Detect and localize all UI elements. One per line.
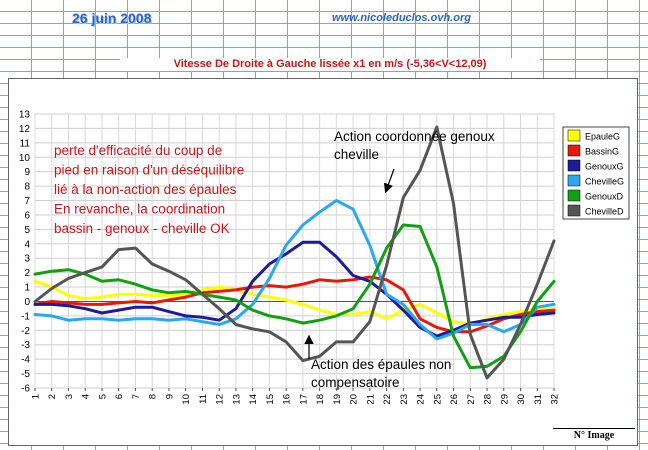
x-tick-label: 2 [47,394,58,399]
x-tick-label: 29 [499,394,510,405]
x-tick-label: 22 [382,394,393,405]
x-tick-label: 5 [97,394,108,399]
annotation-top-line: Action coordonnée genoux [334,129,495,144]
y-tick-label: -5 [21,369,30,380]
x-tick-label: 25 [432,394,443,405]
footer-image-label: N° Image [553,428,635,442]
annotation-top-line: cheville [334,147,379,162]
annotation-left-line: En revanche, la coordination [54,202,225,217]
y-tick-label: 11 [20,138,31,149]
x-tick-label: 7 [131,394,142,399]
y-tick-label: -1 [21,311,30,322]
y-tick-label: 3 [24,254,30,265]
y-tick-label: 4 [24,239,30,250]
x-tick-label: 8 [148,394,159,399]
legend-label-bassing: BassinG [585,147,619,157]
x-axis-ticks: 1 2 3 4 5 6 7 8 9 10 11 12 13 14 15 16 17 18 19 20 21 22 23 24 2… [31,388,561,405]
y-tick-label: 7 [24,196,30,207]
legend-label-chevilled: ChevilleD [585,207,624,217]
annotation-bottom-line: compensatoire [311,375,400,390]
x-tick-label: 21 [365,394,376,405]
x-tick-label: 31 [533,394,544,405]
annotations: perte d'efficacité du coup de pied en rai… [54,129,495,390]
x-tick-label: 3 [64,394,75,399]
x-tick-label: 24 [416,394,427,405]
x-tick-label: 13 [231,394,242,405]
x-tick-label: 15 [265,394,276,405]
y-tick-label: 10 [19,153,31,164]
x-tick-label: 16 [282,394,293,405]
legend: EpauleG BassinG GenouxG ChevilleG GenouxD Che… [562,126,630,220]
y-tick-label: -6 [21,384,30,395]
header-date: 26 juin 2008 [72,10,152,26]
x-tick-label: 26 [449,394,460,405]
header-site-url[interactable]: www.nicoleduclos.ovh.org [332,12,471,24]
y-tick-label: 13 [19,110,31,121]
x-tick-label: 11 [198,394,209,404]
annotation-left-line: pied en raison d'un déséquilibre [54,163,244,178]
y-tick-label: 6 [24,210,30,221]
y-tick-label: 0 [24,297,30,308]
annotation-top-arrow [383,168,395,194]
legend-swatch-chevilled [567,204,581,217]
legend-swatch-bassing [567,144,581,157]
series-lines [33,125,556,380]
y-tick-label: 12 [19,124,31,135]
x-tick-label: 14 [248,394,259,405]
y-tick-label: -3 [21,340,30,351]
y-tick-label: -4 [21,355,30,366]
annotation-bottom-line: Action des épaules non [311,357,451,372]
y-tick-label: -2 [21,326,30,337]
chart-title: Vitesse De Droite à Gauche lissée x1 en … [120,58,540,71]
x-tick-label: 23 [399,394,410,405]
y-tick-label: 2 [24,268,30,279]
legend-swatch-genouxg [567,159,581,172]
x-tick-label: 12 [215,394,226,405]
series-line-bassing [33,275,556,334]
y-tick-label: 1 [24,283,30,294]
legend-label-chevilleg: ChevilleG [585,177,624,187]
x-tick-label: 1 [31,394,42,399]
legend-swatch-genouxd [567,189,581,202]
legend-swatch-chevilleg [567,174,581,187]
annotation-left-line: perte d'efficacité du coup de [54,143,222,158]
x-tick-label: 27 [466,394,477,405]
x-tick-label: 4 [81,394,92,399]
series-line-genouxd [33,223,556,370]
x-tick-label: 32 [550,394,561,405]
y-tick-label: 8 [24,182,30,193]
annotation-left-line: lié à la non-action des épaules [54,182,237,197]
x-tick-label: 19 [332,394,343,405]
x-tick-label: 10 [181,394,192,405]
x-tick-label: 18 [315,394,326,405]
series-line-chevilleg [33,199,556,341]
x-tick-label: 28 [483,394,494,405]
x-tick-label: 30 [516,394,527,405]
plot-area [34,113,555,389]
y-tick-label: 5 [24,225,30,236]
y-tick-label: 9 [24,167,30,178]
legend-label-genouxd: GenouxD [585,192,624,202]
x-tick-label: 17 [298,394,309,405]
legend-box [562,126,630,220]
legend-swatch-epauleg [567,129,581,142]
x-tick-label: 20 [349,394,360,405]
x-tick-label: 9 [164,394,175,399]
annotation-left-line: bassin - genoux - cheville OK [54,221,230,236]
legend-label-genouxg: GenouxG [585,162,624,172]
x-tick-label: 6 [114,394,125,399]
series-line-chevilled [33,125,556,380]
legend-label-epauleg: EpauleG [585,132,620,142]
